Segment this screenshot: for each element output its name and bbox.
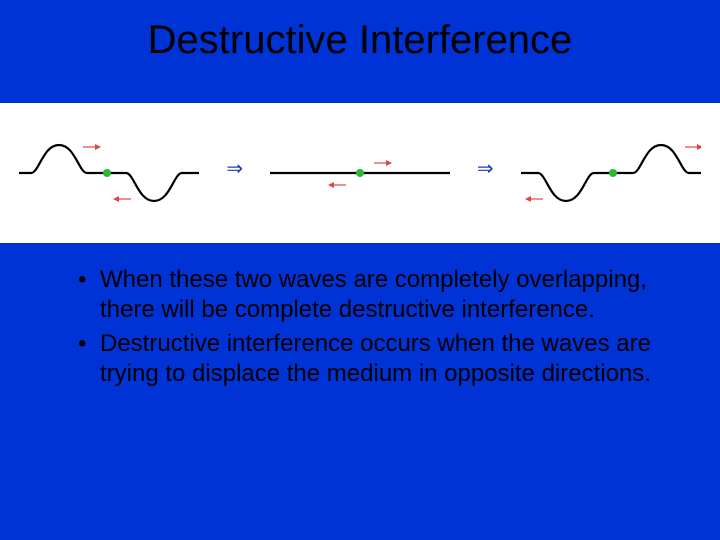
- midpoint-dot: [356, 169, 364, 177]
- crest-arrow-right: [374, 160, 392, 166]
- bullet-item: Destructive interference occurs when the…: [100, 329, 660, 389]
- wave-diagram: ⇒ ⇒: [0, 103, 720, 243]
- bullet-list: When these two waves are completely over…: [0, 243, 720, 389]
- page-title: Destructive Interference: [0, 0, 720, 63]
- sequence-arrow-icon: ⇒: [477, 159, 494, 179]
- trough-arrow-left: [113, 196, 131, 202]
- midpoint-dot: [103, 169, 111, 177]
- trough-arrow-left: [525, 196, 543, 202]
- midpoint-dot: [609, 169, 617, 177]
- stage-overlap: [270, 113, 450, 233]
- crest-arrow-right: [685, 144, 701, 150]
- stage-approaching: [19, 113, 199, 233]
- stage-departing: [521, 113, 701, 233]
- sequence-arrow-icon: ⇒: [226, 159, 243, 179]
- crest-arrow-right: [83, 144, 101, 150]
- trough-arrow-left: [328, 182, 346, 188]
- bullet-item: When these two waves are completely over…: [100, 265, 660, 325]
